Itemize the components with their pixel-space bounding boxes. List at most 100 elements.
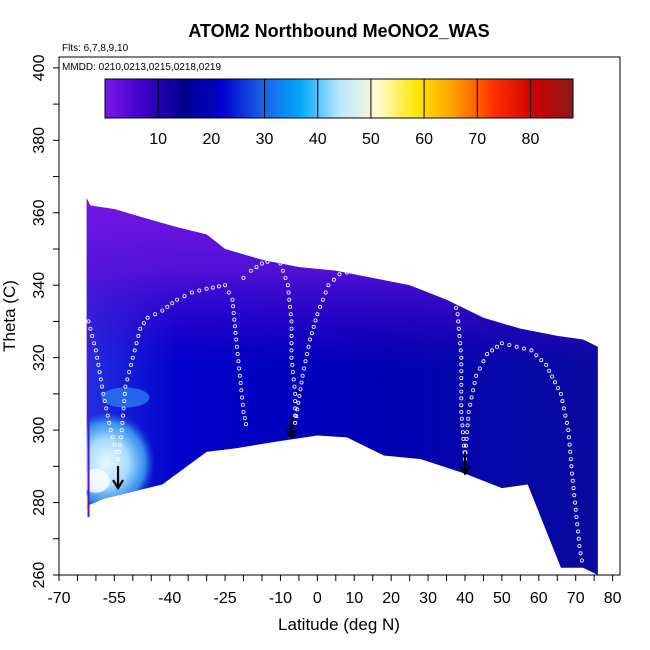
x-tick-label: -70	[47, 590, 70, 607]
track-sample	[230, 297, 235, 302]
y-tick-label: 260	[31, 562, 48, 589]
track-sample	[358, 269, 363, 274]
x-tick-label: 0	[313, 590, 322, 607]
track-sample	[293, 399, 298, 404]
track-sample	[96, 362, 101, 367]
track-sample	[306, 344, 311, 349]
track-sample	[460, 423, 465, 428]
track-sample	[297, 393, 302, 398]
track-sample	[579, 558, 584, 563]
track-sample	[311, 324, 316, 329]
track-sample	[237, 366, 242, 371]
track-sample	[452, 299, 457, 304]
track-sample	[468, 402, 473, 407]
x-tick-label: -55	[103, 590, 126, 607]
track-sample	[577, 544, 582, 549]
colorbar-tick-label: 50	[362, 131, 380, 148]
track-sample	[494, 344, 499, 349]
track-sample	[104, 406, 109, 411]
track-sample	[234, 337, 239, 342]
track-sample	[121, 406, 126, 411]
track-sample	[118, 435, 123, 440]
colorbar-tick-label: 40	[309, 131, 327, 148]
track-sample	[449, 286, 454, 291]
track-sample	[121, 413, 126, 418]
track-sample	[101, 391, 106, 396]
y-axis: 260 280 300 320 340 360 380 400	[31, 54, 59, 588]
track-sample	[573, 507, 578, 512]
track-sample	[320, 297, 325, 302]
track-sample	[175, 297, 180, 302]
track-sample	[280, 268, 285, 273]
track-sample	[459, 403, 464, 408]
track-sample	[477, 366, 482, 371]
track-sample	[265, 259, 270, 264]
track-sample	[456, 319, 461, 324]
track-sample	[529, 348, 534, 353]
track-sample	[556, 386, 561, 391]
track-sample	[395, 271, 400, 276]
track-sample	[232, 324, 237, 329]
colorbar: 10 20 30 40 50 60 70 80	[104, 78, 574, 148]
track-sample	[459, 375, 464, 380]
track-sample	[457, 333, 462, 338]
track-sample	[459, 416, 464, 421]
colorbar-tick-label: 60	[415, 131, 433, 148]
track-sample	[259, 261, 264, 266]
track-sample	[293, 391, 298, 396]
track-sample	[490, 348, 495, 353]
track-sample	[465, 430, 470, 435]
track-sample	[288, 312, 293, 317]
track-sample	[566, 428, 571, 433]
track-sample	[459, 355, 464, 360]
track-sample	[289, 326, 294, 331]
track-sample	[145, 315, 150, 320]
track-sample	[226, 290, 231, 295]
track-sample	[448, 279, 453, 284]
track-sample	[117, 442, 122, 447]
track-sample	[575, 522, 580, 527]
track-sample	[298, 387, 303, 392]
track-sample	[119, 428, 124, 433]
track-sample	[461, 443, 466, 448]
light-blue-region	[86, 411, 155, 514]
track-sample	[578, 551, 583, 556]
track-sample	[572, 493, 577, 498]
track-sample	[458, 348, 463, 353]
x-tick-label: 20	[382, 590, 400, 607]
x-tick-label: 40	[456, 590, 474, 607]
track-sample	[95, 355, 100, 360]
track-sample	[568, 457, 573, 462]
track-sample	[299, 380, 304, 385]
track-sample	[471, 388, 476, 393]
track-sample	[460, 430, 465, 435]
track-sample	[302, 366, 307, 371]
track-sample	[287, 304, 292, 309]
track-sample	[86, 319, 91, 324]
track-sample	[459, 382, 464, 387]
x-tick-label: -40	[158, 590, 181, 607]
arrow-head	[112, 479, 124, 491]
track-sample	[485, 351, 490, 356]
down-arrow	[285, 415, 298, 440]
track-sample	[571, 486, 576, 491]
track-sample	[344, 270, 349, 275]
track-sample	[231, 304, 236, 309]
track-sample	[165, 304, 170, 309]
track-sample	[152, 312, 157, 317]
track-sample	[107, 420, 112, 425]
track-sample	[125, 377, 130, 382]
track-sample	[307, 337, 312, 342]
y-tick-label: 280	[31, 489, 48, 516]
track-sample	[440, 265, 445, 270]
x-tick-label: 60	[530, 590, 548, 607]
y-tick-label: 300	[31, 417, 48, 444]
y-tick-label: 360	[31, 199, 48, 226]
track-sample	[323, 290, 328, 295]
track-sample	[459, 362, 464, 367]
track-sample	[370, 272, 375, 277]
track-sample	[553, 380, 558, 385]
track-sample	[382, 272, 387, 277]
track-sample	[127, 370, 132, 375]
track-sample	[293, 406, 298, 411]
